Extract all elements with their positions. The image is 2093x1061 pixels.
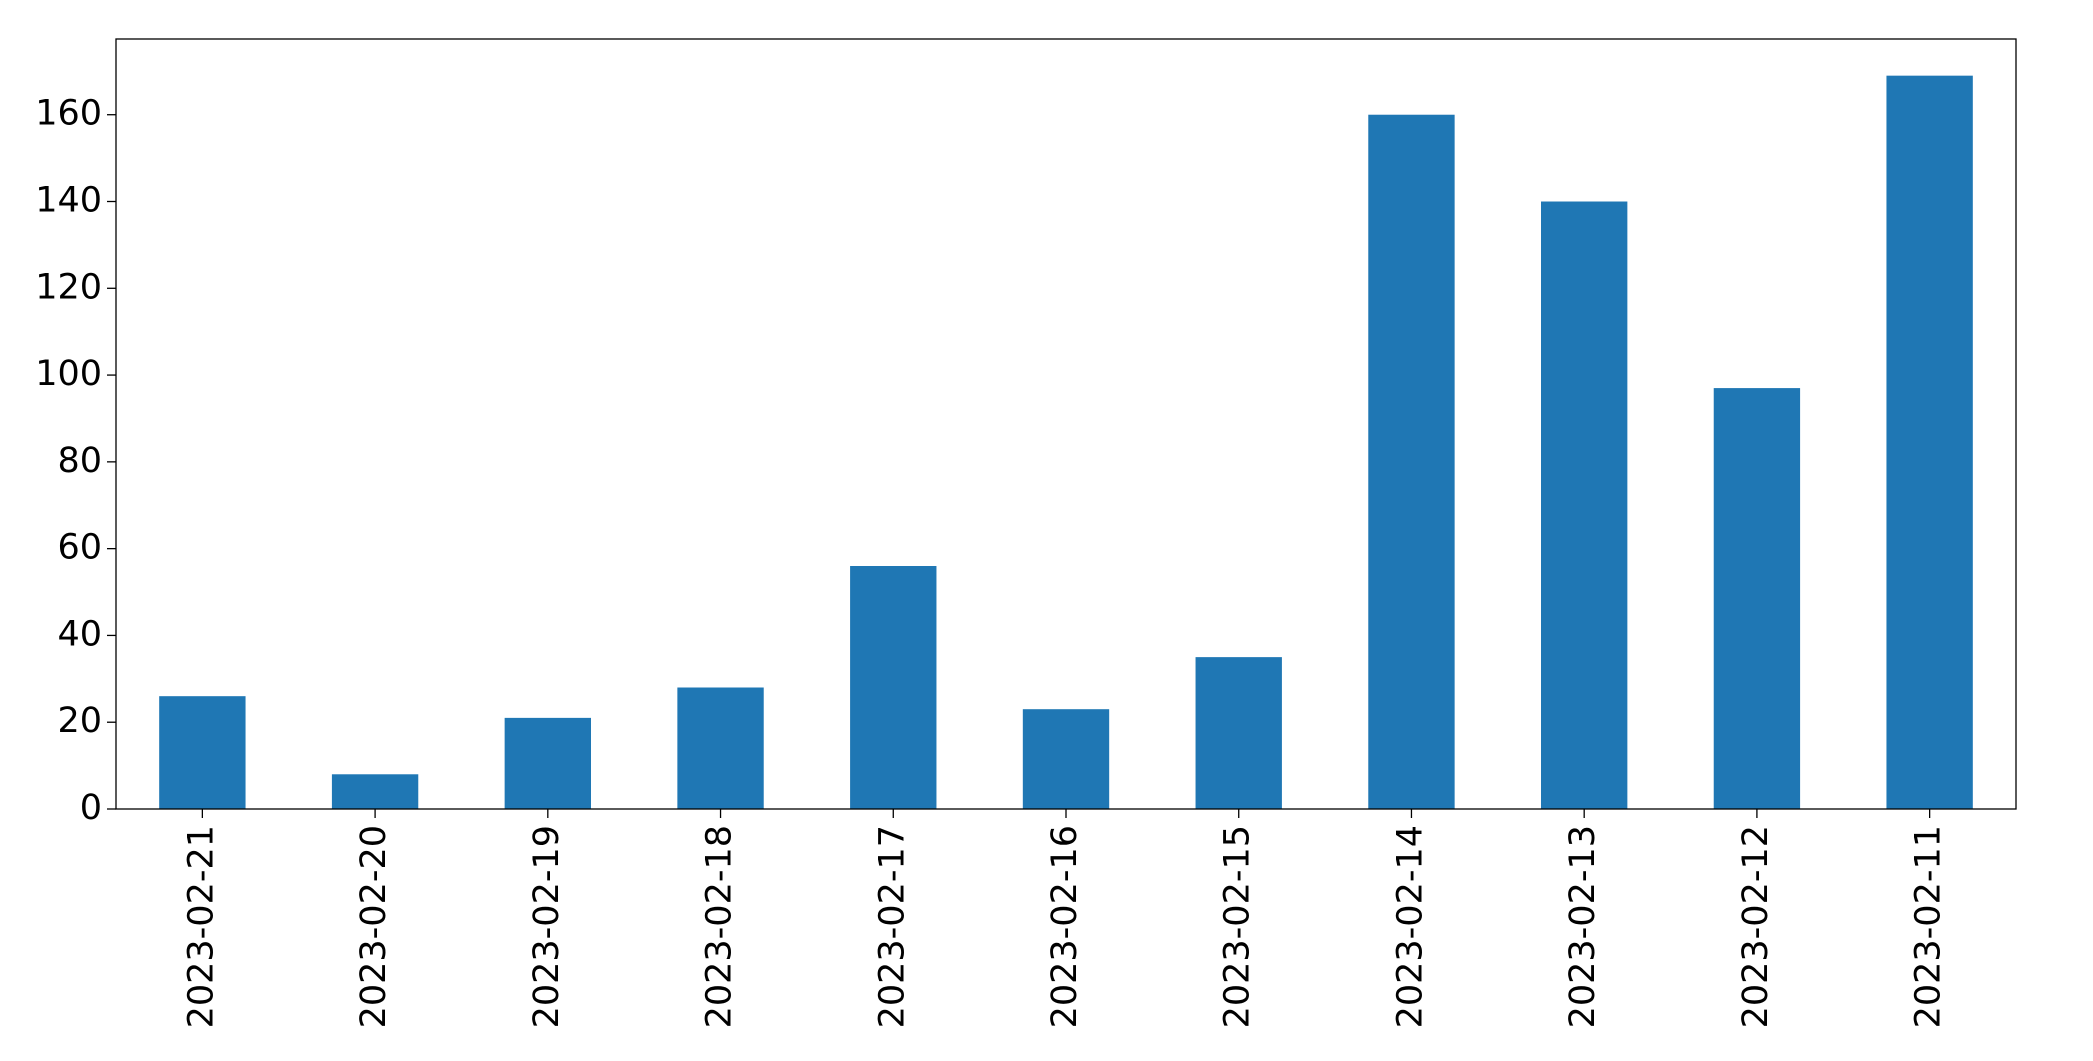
- x-tick-label: 2023-02-11: [1909, 825, 1949, 1028]
- x-tick-label: 2023-02-14: [1390, 825, 1430, 1028]
- y-tick-label: 140: [35, 181, 102, 221]
- x-tick-label: 2023-02-13: [1563, 825, 1603, 1028]
- x-tick-label: 2023-02-15: [1218, 825, 1258, 1028]
- y-tick-label: 40: [57, 614, 102, 654]
- x-tick-label: 2023-02-12: [1736, 825, 1776, 1028]
- x-tick-label: 2023-02-21: [181, 825, 221, 1028]
- bar: [850, 566, 937, 809]
- x-tick-label: 2023-02-18: [700, 825, 740, 1028]
- y-tick-label: 120: [35, 267, 102, 307]
- bar: [1368, 114, 1455, 810]
- bar: [1541, 201, 1628, 809]
- x-tick-label: 2023-02-20: [354, 825, 394, 1028]
- x-tick-label: 2023-02-16: [1045, 825, 1085, 1028]
- y-tick-label: 20: [57, 701, 102, 741]
- plot-frame: [115, 38, 2017, 810]
- y-tick-label: 60: [57, 528, 102, 568]
- y-tick-label: 0: [80, 788, 102, 828]
- bar: [1713, 388, 1801, 809]
- bar: [159, 696, 246, 809]
- bar: [331, 774, 419, 809]
- bar: [1195, 657, 1282, 809]
- x-tick-label: 2023-02-19: [527, 825, 567, 1028]
- y-tick-label: 80: [57, 441, 102, 481]
- bar: [1022, 709, 1110, 809]
- bar: [504, 717, 591, 809]
- bar: [1886, 75, 1973, 809]
- y-tick-label: 100: [35, 354, 102, 394]
- x-tick-label: 2023-02-17: [872, 825, 912, 1028]
- y-tick-label: 160: [35, 94, 102, 134]
- bar: [677, 687, 764, 809]
